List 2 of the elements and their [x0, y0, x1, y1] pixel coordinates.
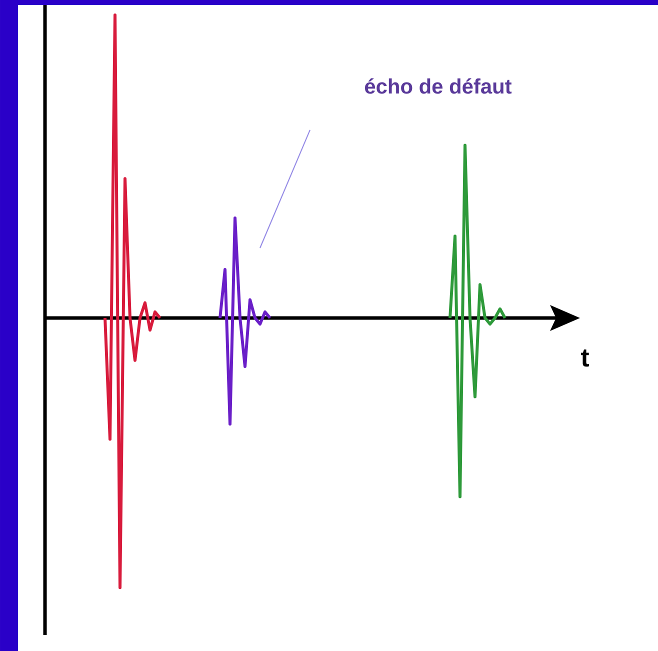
annotation: écho de défaut — [365, 78, 512, 94]
x-axis-title: t — [581, 349, 590, 367]
